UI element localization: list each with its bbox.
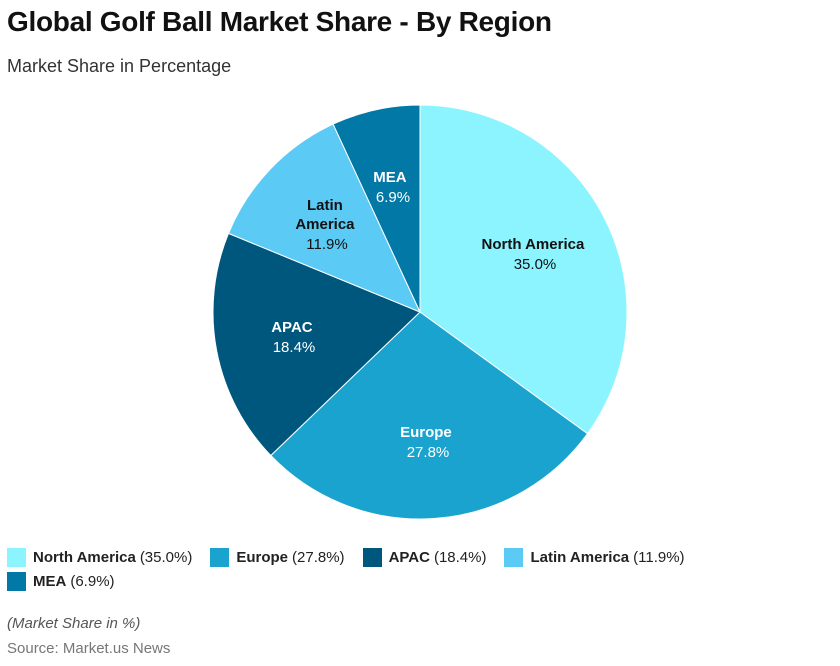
slice-north-america[interactable] (419, 104, 628, 435)
label-europe: Europe 27.8% (400, 424, 456, 461)
chart-title: Global Golf Ball Market Share - By Regio… (7, 6, 552, 37)
legend-item-north-america[interactable]: North America (35.0%) (7, 547, 192, 567)
chart-legend: North America (35.0%) Europe (27.8%) APAC(… (7, 545, 827, 593)
legend-item-latin-america[interactable]: Latin America (11.9%) (504, 547, 685, 567)
slice-latin-america[interactable] (227, 123, 421, 313)
slice-apac[interactable] (212, 232, 421, 457)
label-north-america: North America 35.0% (482, 236, 589, 273)
label-apac: APAC 18.4% (271, 319, 317, 356)
chart-note: (Market Share in %) (7, 615, 141, 632)
legend-swatch (504, 547, 524, 567)
label-latin-america: Latin America 11.9% (295, 197, 358, 253)
legend-item-mea[interactable]: MEA (6.9%) (7, 571, 115, 591)
slice-mea[interactable] (332, 104, 421, 313)
label-mea: MEA 6.9% (373, 169, 411, 206)
legend-swatch (362, 547, 382, 567)
pie-chart: North America 35.0% Europe 27.8% APAC 18… (212, 104, 628, 520)
legend-swatch (7, 547, 26, 567)
legend-item-europe[interactable]: Europe (27.8%) (210, 547, 345, 567)
legend-swatch (210, 547, 230, 567)
chart-subtitle: Market Share in Percentage (7, 56, 232, 76)
slice-europe[interactable] (270, 311, 589, 520)
legend-item-apac[interactable]: APAC (18.4%) (362, 547, 486, 567)
legend-swatch (7, 571, 26, 591)
chart-source: Source: Market.us News (7, 640, 171, 657)
